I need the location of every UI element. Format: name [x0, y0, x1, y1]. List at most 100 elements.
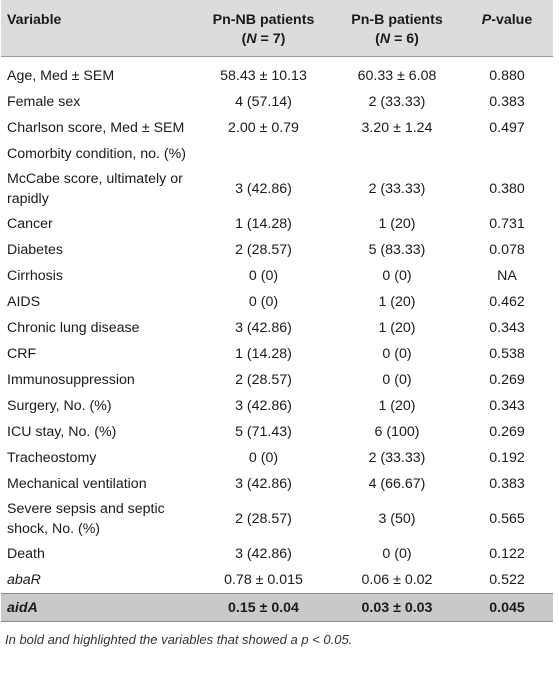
cell-variable: Cirrhosis	[7, 268, 63, 284]
cell-pn-nb: 4 (57.14)	[235, 94, 292, 110]
cell-pn-nb: 3 (42.86)	[235, 476, 292, 492]
cell-variable: Cancer	[7, 216, 53, 232]
table-row: Surgery, No. (%) 3 (42.86) 1 (20) 0.343	[1, 393, 553, 419]
cell-p-value: NA	[497, 268, 517, 284]
header-pn-nb-open: (	[241, 31, 247, 47]
table-row: McCabe score, ultimately or rapidly 3 (42…	[1, 167, 553, 211]
cell-variable: Death	[7, 546, 45, 562]
comparison-table: Variable Pn-NB patients (N = 7) Pn-B pat…	[1, 0, 553, 622]
header-pn-b-line1: Pn-B patients	[351, 12, 443, 28]
cell-p-value: 0.343	[489, 398, 525, 414]
table-row: Cirrhosis 0 (0) 0 (0) NA	[1, 263, 553, 289]
table-row: Tracheostomy 0 (0) 2 (33.33) 0.192	[1, 445, 553, 471]
cell-pn-nb: 2 (28.57)	[235, 372, 292, 388]
cell-p-value: 0.192	[489, 450, 525, 466]
cell-pn-b	[333, 141, 461, 167]
cell-pn-nb: 2 (28.57)	[235, 511, 292, 527]
cell-pn-nb: 58.43 ± 10.13	[220, 68, 307, 84]
cell-pn-b: 0.03 ± 0.03	[333, 593, 461, 622]
table-header: Variable Pn-NB patients (N = 7) Pn-B pat…	[1, 0, 553, 57]
cell-pn-b: 1 (20)	[378, 294, 416, 310]
header-p-rest: -value	[491, 12, 533, 28]
table-row: aidA 0.15 ± 0.04 0.03 ± 0.03 0.045	[1, 593, 553, 622]
cell-pn-b: 2 (33.33)	[368, 94, 426, 110]
cell-pn-b: 1 (20)	[378, 398, 416, 414]
table-row: Female sex 4 (57.14) 2 (33.33) 0.383	[1, 89, 553, 115]
cell-pn-nb	[194, 141, 333, 167]
header-pn-nb-count: = 7)	[256, 31, 286, 47]
cell-p-value: 0.731	[489, 216, 525, 232]
gene-name: aidA	[7, 599, 38, 616]
table-figure: Variable Pn-NB patients (N = 7) Pn-B pat…	[1, 0, 553, 647]
table-row: Diabetes 2 (28.57) 5 (83.33) 0.078	[1, 237, 553, 263]
table-row: CRF 1 (14.28) 0 (0) 0.538	[1, 341, 553, 367]
table-row: Cancer 1 (14.28) 1 (20) 0.731	[1, 211, 553, 237]
header-pn-nb-n: N	[246, 31, 257, 47]
cell-p-value	[461, 141, 553, 167]
cell-pn-b: 3.20 ± 1.24	[361, 120, 433, 136]
cell-pn-b: 6 (100)	[374, 424, 420, 440]
cell-pn-b: 60.33 ± 6.08	[357, 68, 437, 84]
table-row: Comorbity condition, no. (%)	[1, 141, 553, 167]
table-row: Immunosuppression 2 (28.57) 0 (0) 0.269	[1, 367, 553, 393]
table-row: Severe sepsis and septic shock, No. (%) 2…	[1, 497, 553, 541]
table-row: ICU stay, No. (%) 5 (71.43) 6 (100) 0.269	[1, 419, 553, 445]
cell-pn-nb: 1 (14.28)	[235, 216, 292, 232]
header-pn-b-count: = 6)	[390, 31, 419, 47]
cell-variable: Age, Med ± SEM	[7, 68, 115, 84]
table-row: Mechanical ventilation 3 (42.86) 4 (66.67)…	[1, 471, 553, 497]
cell-variable: Diabetes	[7, 242, 63, 258]
table-body: Age, Med ± SEM 58.43 ± 10.13 60.33 ± 6.08 0…	[1, 57, 553, 622]
cell-pn-b: 4 (66.67)	[368, 476, 426, 492]
header-p-value: P-value	[461, 0, 553, 57]
table-row: Charlson score, Med ± SEM 2.00 ± 0.79 3.20…	[1, 115, 553, 141]
table-row: AIDS 0 (0) 1 (20) 0.462	[1, 289, 553, 315]
cell-variable: CRF	[7, 346, 37, 362]
cell-p-value: 0.045	[461, 593, 553, 622]
cell-p-value: 0.122	[489, 546, 525, 562]
cell-p-value: 0.538	[489, 346, 525, 362]
cell-p-value: 0.269	[489, 372, 525, 388]
cell-pn-b: 0 (0)	[382, 346, 412, 362]
cell-pn-b: 1 (20)	[378, 320, 416, 336]
cell-variable: Female sex	[7, 94, 81, 110]
cell-variable: aidA	[1, 593, 194, 622]
header-pn-nb: Pn-NB patients (N = 7)	[194, 0, 333, 57]
cell-variable: Surgery, No. (%)	[7, 398, 112, 414]
cell-p-value: 0.497	[489, 120, 525, 136]
cell-pn-nb: 0 (0)	[248, 450, 279, 466]
header-pn-b: Pn-B patients (N = 6)	[333, 0, 461, 57]
cell-pn-nb: 0 (0)	[248, 294, 279, 310]
cell-p-value: 0.269	[489, 424, 525, 440]
cell-pn-b: 5 (83.33)	[368, 242, 426, 258]
cell-pn-nb: 1 (14.28)	[235, 346, 292, 362]
cell-variable: AIDS	[7, 294, 41, 310]
cell-pn-nb: 3 (42.86)	[235, 398, 292, 414]
header-pn-b-open: (	[375, 31, 380, 47]
cell-p-value: 0.462	[489, 294, 525, 310]
cell-pn-nb: 2.00 ± 0.79	[228, 120, 299, 136]
cell-pn-nb: 5 (71.43)	[235, 424, 292, 440]
cell-p-value: 0.880	[489, 68, 525, 84]
gene-name: abaR	[7, 572, 41, 588]
cell-variable: Immunosuppression	[7, 372, 135, 388]
cell-p-value: 0.380	[489, 181, 525, 197]
table-row: Chronic lung disease 3 (42.86) 1 (20) 0.343	[1, 315, 553, 341]
cell-p-value: 0.383	[489, 476, 525, 492]
cell-variable: ICU stay, No. (%)	[7, 424, 117, 440]
cell-pn-nb: 3 (42.86)	[235, 320, 292, 336]
cell-variable: Mechanical ventilation	[7, 476, 147, 492]
cell-pn-nb: 0 (0)	[248, 268, 279, 284]
cell-pn-b: 0 (0)	[382, 546, 412, 562]
cell-variable: Severe sepsis and septic shock, No. (%)	[7, 501, 165, 537]
cell-p-value: 0.383	[489, 94, 525, 110]
cell-variable: Tracheostomy	[7, 450, 97, 466]
header-pn-nb-line1: Pn-NB patients	[212, 12, 315, 28]
table-row: Death 3 (42.86) 0 (0) 0.122	[1, 541, 553, 567]
cell-pn-nb: 3 (42.86)	[235, 546, 292, 562]
cell-pn-b: 0 (0)	[382, 372, 412, 388]
cell-variable: abaR	[1, 567, 194, 594]
header-p-italic: P	[481, 12, 492, 28]
cell-pn-b: 0 (0)	[382, 268, 412, 284]
cell-pn-b: 2 (33.33)	[368, 181, 426, 197]
